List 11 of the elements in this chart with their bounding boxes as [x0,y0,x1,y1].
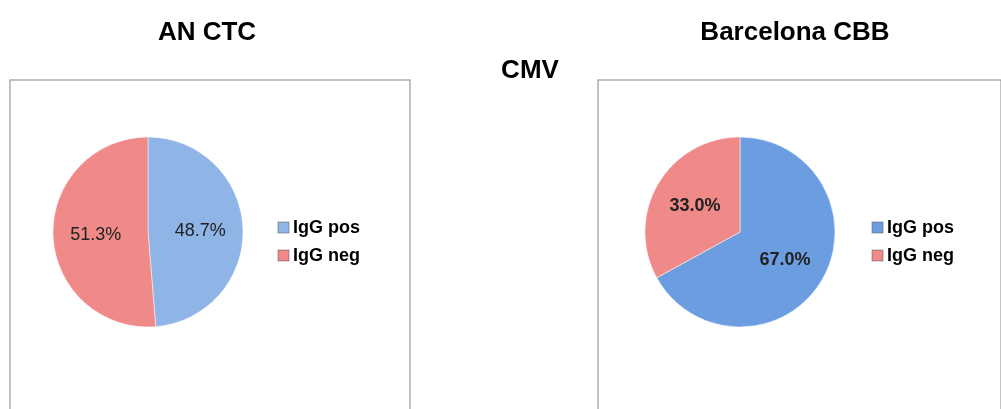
legend-label: IgG neg [293,245,360,265]
text: CMV [501,54,560,84]
data-label: 33.0% [669,195,721,216]
legend-label: IgG neg [887,245,954,265]
data-label: 48.7% [174,219,226,240]
data-label: 51.3% [70,224,122,245]
chart-title: Barcelona CBB [700,16,890,46]
legend-label: IgG pos [887,217,954,237]
legend-label: IgG pos [293,217,360,237]
chart-title: AN CTC [157,16,257,46]
data-label: 67.0% [759,248,811,269]
